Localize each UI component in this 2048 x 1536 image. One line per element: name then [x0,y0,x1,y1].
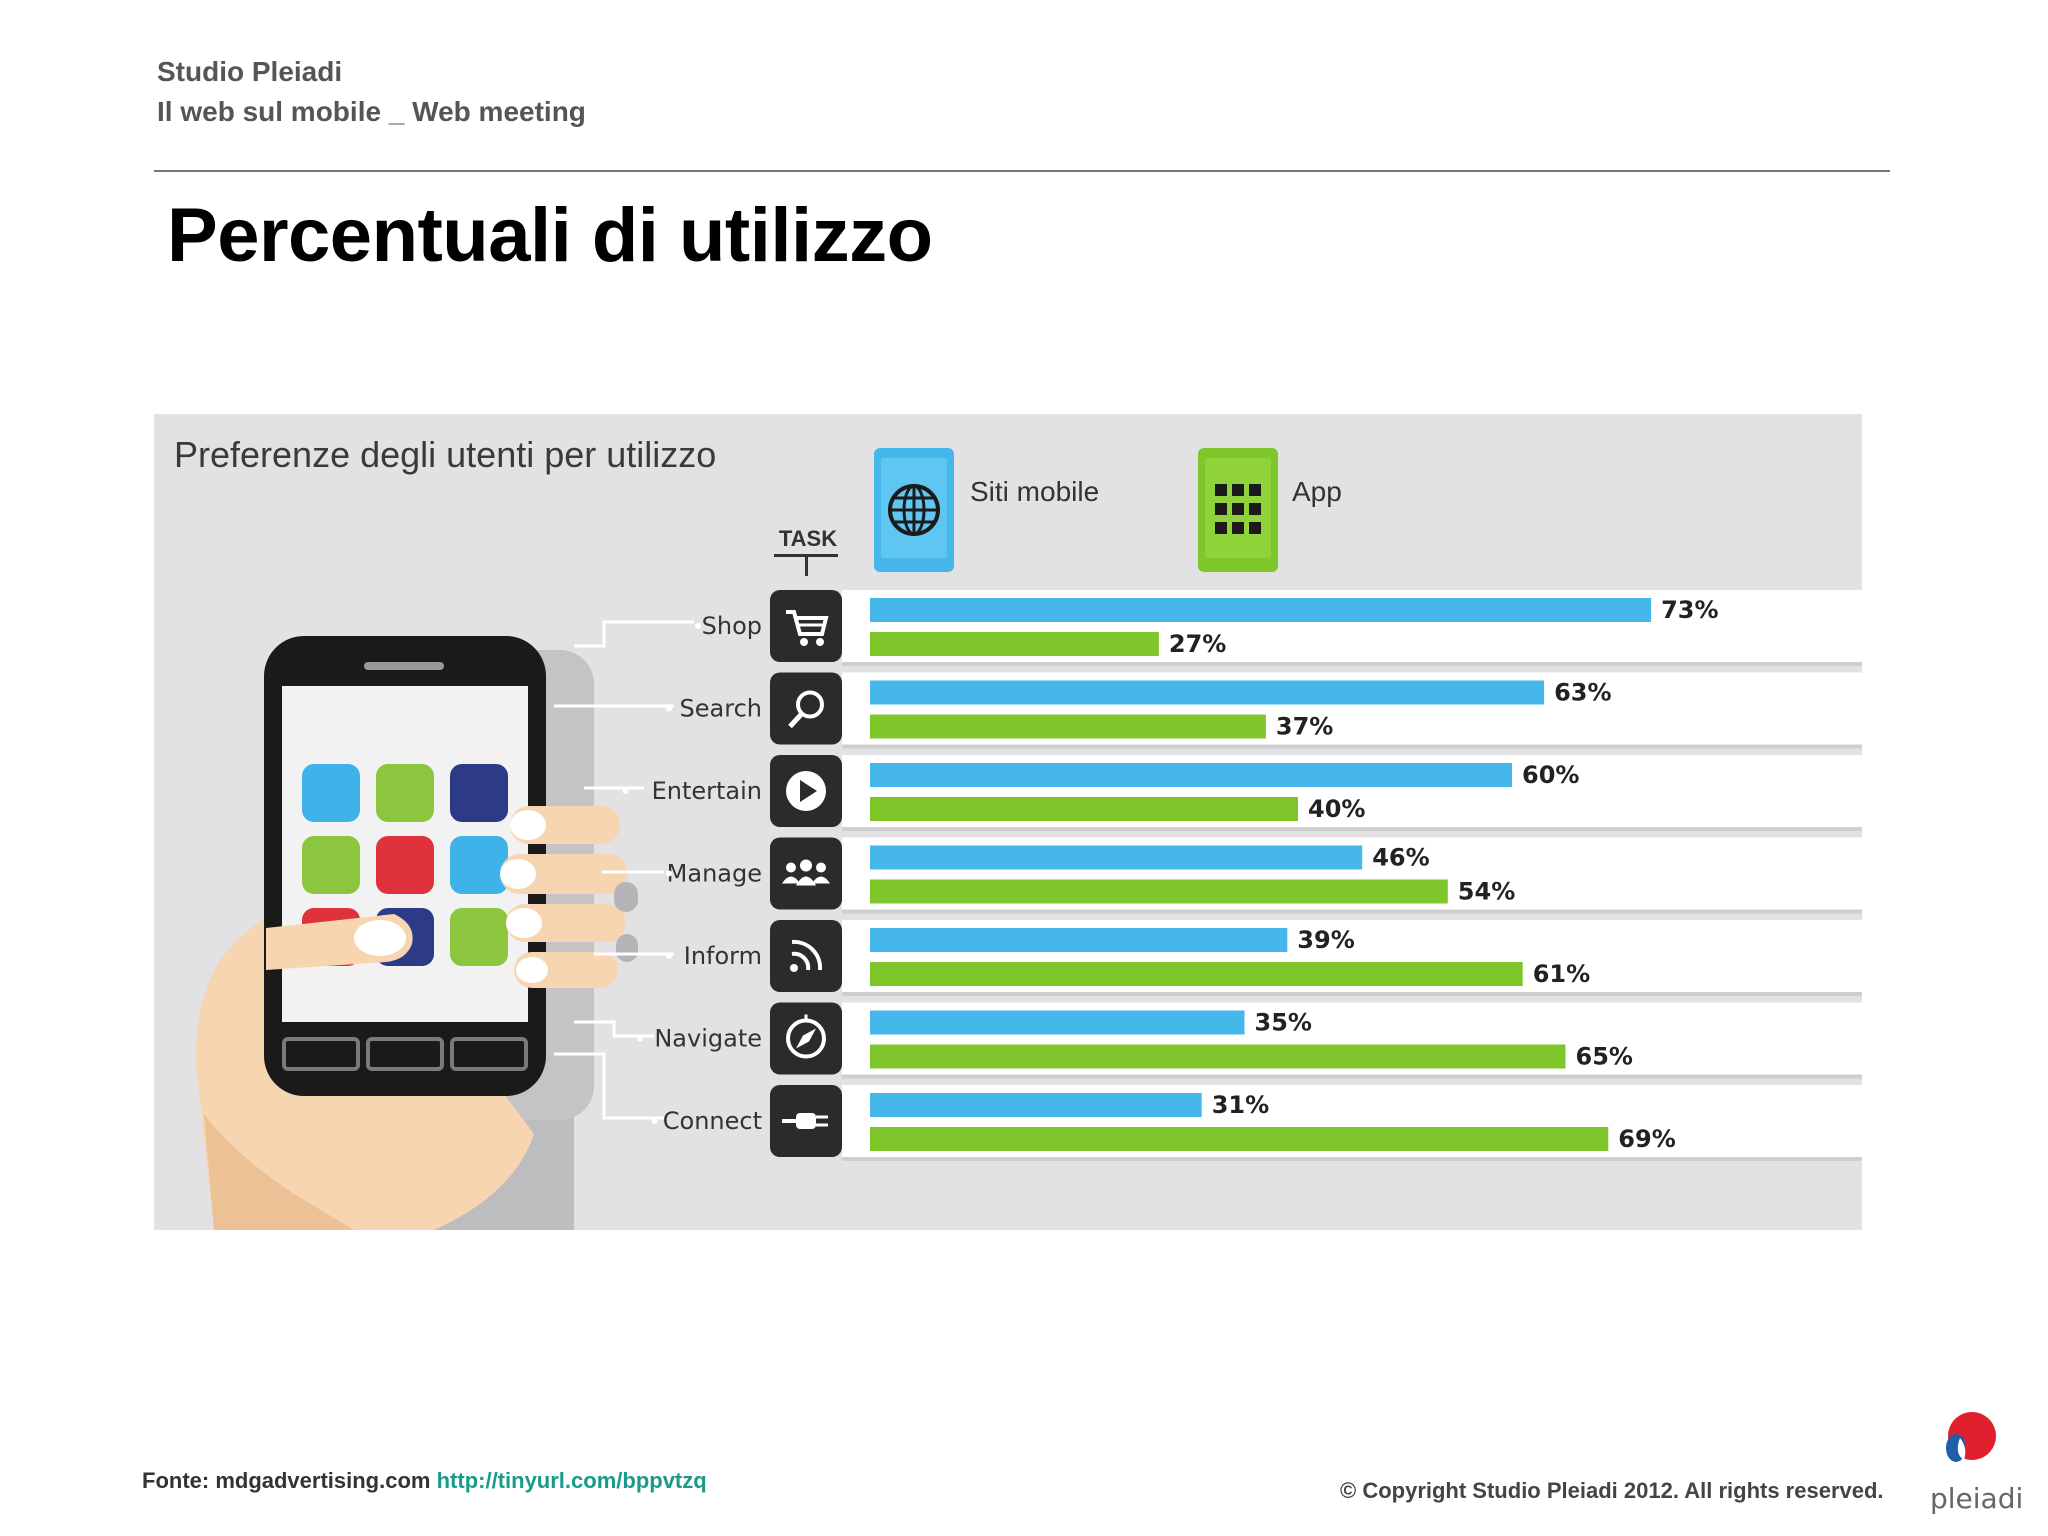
task-icon-box [770,672,842,745]
row-shadow [842,1157,1862,1161]
header-company: Studio Pleiadi [157,56,343,87]
phone-hand-illustration [195,636,638,1230]
group-icon [782,859,830,886]
bar-app [870,962,1523,986]
value-label-app: 54% [1458,878,1515,906]
task-label: Manage [667,860,762,888]
copyright-text: © Copyright Studio Pleiadi 2012. All rig… [1340,1478,1884,1503]
task-header: TASK [778,526,838,551]
slide-title: Percentuali di utilizzo [167,193,933,278]
plug-icon [782,1113,828,1129]
value-label-app: 40% [1308,795,1365,823]
task-label: Entertain [652,777,762,805]
value-label-siti-mobile: 63% [1554,679,1611,707]
header-subtitle: Il web sul mobile _ Web meeting [157,96,586,127]
play-icon [786,771,826,811]
header-divider [154,170,1890,172]
legend-app-icon [1198,448,1278,572]
bar-siti-mobile [870,680,1545,705]
value-label-siti-mobile: 35% [1255,1009,1312,1037]
row-shadow [842,1074,1862,1079]
value-label-app: 65% [1576,1043,1633,1071]
row-shadow [842,662,1862,666]
chart-title: Preferenze degli utenti per utilizzo [174,434,717,475]
infographic: Preferenze degli utenti per utilizzo Sit… [154,414,1862,1230]
globe-icon [888,484,940,536]
value-label-siti-mobile: 31% [1212,1091,1269,1119]
search-icon [788,690,824,729]
value-label-siti-mobile: 60% [1522,761,1579,789]
connector-dot [666,870,672,877]
value-label-app: 27% [1169,630,1226,658]
task-label: Inform [684,942,762,970]
value-label-siti-mobile: 39% [1297,926,1354,954]
connector-line [574,1020,654,1038]
value-label-app: 37% [1276,713,1333,741]
bar-siti-mobile [870,1093,1202,1117]
connector-dot [695,623,701,629]
bar-app [870,1044,1566,1069]
task-stem [805,554,808,576]
value-label-app: 61% [1533,960,1590,988]
app-grid-icon [1215,484,1261,534]
bar-siti-mobile [870,845,1363,870]
task-label: Navigate [654,1025,762,1053]
value-label-siti-mobile: 46% [1372,844,1429,872]
task-icon-box [770,837,842,910]
value-label-app: 69% [1618,1125,1675,1153]
source-note: Fonte: mdgadvertising.com http://tinyurl… [142,1468,707,1494]
bar-app [870,797,1298,821]
source-prefix: Fonte: mdgadvertising.com [142,1468,431,1493]
row-shadow [842,909,1862,914]
bar-app [870,1127,1609,1151]
bar-app [870,879,1448,904]
bar-siti-mobile [870,928,1288,952]
legend-app-label: App [1292,476,1342,507]
legend-web-icon [874,448,954,572]
row-shadow [842,827,1862,831]
pleiadi-logo-icon [1946,1412,1996,1462]
bar-siti-mobile [870,598,1652,622]
bar-app [870,714,1266,739]
bar-siti-mobile [870,763,1512,787]
value-label-siti-mobile: 73% [1661,596,1718,624]
task-icon-box [770,920,842,992]
task-label: Shop [702,612,762,640]
connector-line [574,620,694,648]
bar-chart: Shop 73% 27% Search 63% 37% Entertain 60% 40% Man… [554,590,1862,1161]
task-label: Connect [663,1107,762,1135]
source-link[interactable]: http://tinyurl.com/bppvtzq [436,1468,707,1493]
task-label: Search [680,695,762,723]
compass-icon [786,1014,826,1059]
logo-text: pleiadi [1930,1482,2024,1515]
rss-icon [790,939,823,972]
cart-icon [786,610,829,646]
bar-app [870,632,1159,656]
bar-siti-mobile [870,1010,1245,1035]
legend-web-label: Siti mobile [970,476,1100,507]
connector-line [554,1052,664,1120]
row-shadow [842,744,1862,749]
row-shadow [842,992,1862,996]
